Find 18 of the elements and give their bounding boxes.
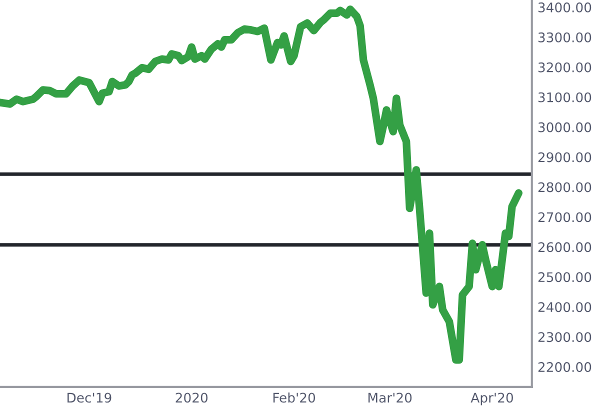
x-tick-label: Mar'20 [368,392,412,403]
x-tick-label: Feb'20 [273,392,316,403]
y-tick-label: 3400.00 [538,2,592,12]
y-tick-label: 2900.00 [538,152,592,162]
y-tick-label: 2700.00 [538,212,592,222]
y-tick-label: 2400.00 [538,302,592,312]
y-tick-label: 2300.00 [538,332,592,342]
y-tick-label: 3100.00 [538,92,592,102]
y-tick-label: 2600.00 [538,242,592,252]
y-tick-label: 2200.00 [538,362,592,372]
y-tick-label: 2500.00 [538,272,592,282]
y-tick-label: 2800.00 [538,182,592,192]
y-tick-label: 3300.00 [538,32,592,42]
x-tick-label: Dec'19 [68,392,112,403]
y-tick-label: 3200.00 [538,62,592,72]
x-tick-label: Apr'20 [470,392,513,406]
x-tick-label: 2020 [176,392,208,403]
y-tick-label: 3000.00 [538,122,592,132]
